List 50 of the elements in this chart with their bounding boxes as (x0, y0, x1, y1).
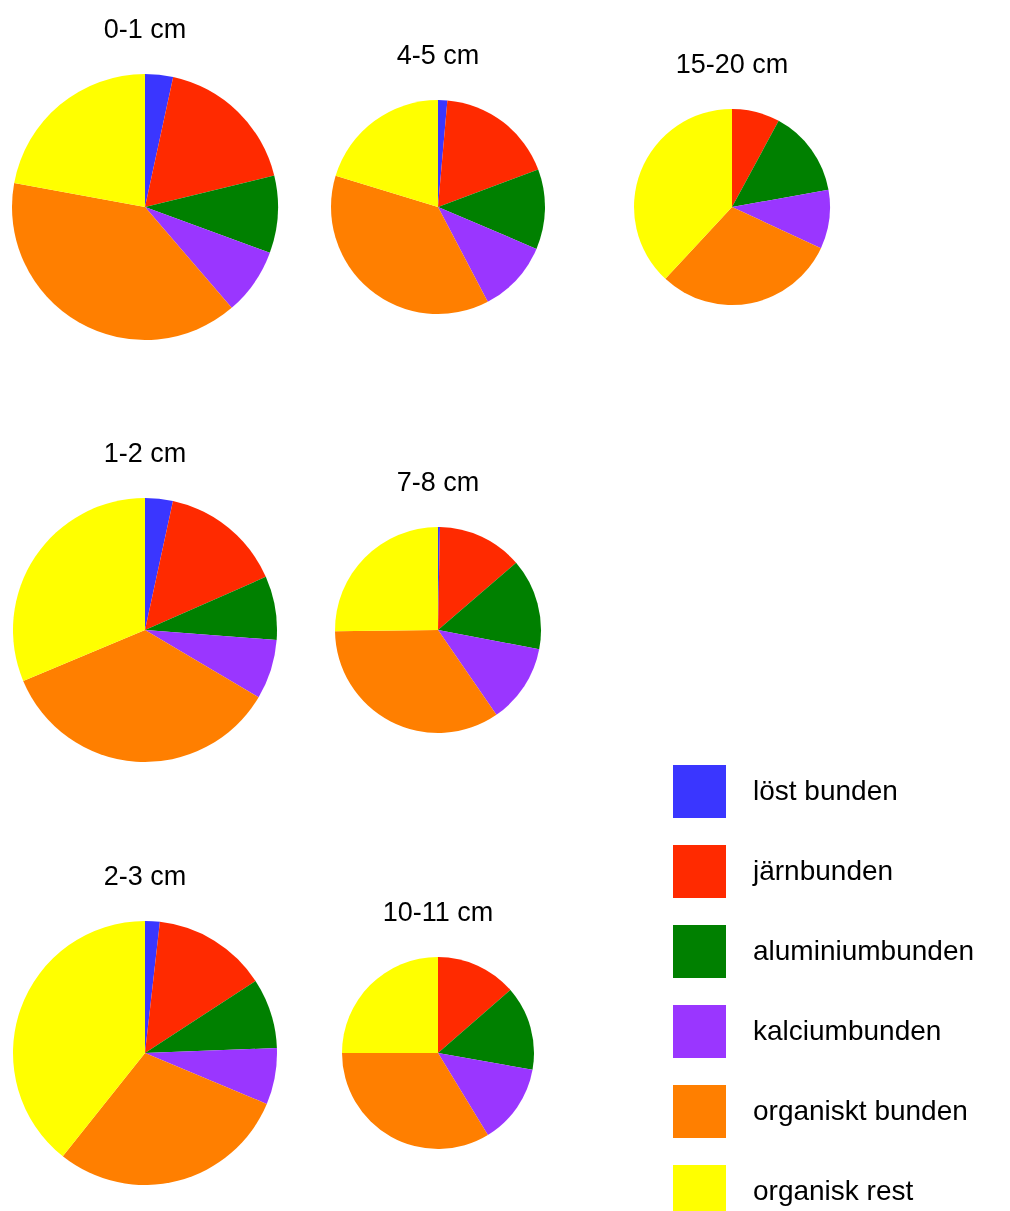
pie-slice (13, 921, 145, 1157)
pie-slice (438, 527, 517, 630)
pie-slice (335, 630, 497, 733)
pie-slice (145, 77, 275, 207)
pie-slice (732, 120, 829, 207)
chart-title: 0-1 cm (103, 14, 187, 44)
pie-slice (342, 1053, 488, 1149)
pie-slice (145, 207, 270, 308)
pie-slice (12, 182, 232, 340)
pie-slice (145, 175, 278, 253)
pie-slice (335, 527, 438, 632)
legend-label: organiskt bunden (753, 1095, 968, 1126)
pie-slice (438, 169, 545, 249)
legend-label: organisk rest (753, 1175, 914, 1206)
chart-title: 4-5 cm (396, 40, 480, 70)
pie-slice (14, 74, 145, 207)
legend-label: aluminiumbunden (753, 935, 975, 966)
pie-slice (438, 957, 511, 1053)
pie-slice (732, 109, 779, 207)
chart-title: 7-8 cm (396, 467, 480, 497)
pie-slice (23, 630, 259, 762)
pie-slice (438, 1053, 533, 1136)
pie-slice (145, 576, 277, 640)
pie-slice (13, 498, 145, 681)
chart-title: 2-3 cm (103, 861, 187, 891)
pie-slice (335, 100, 438, 207)
pie-slice (438, 207, 537, 302)
legend-label: kalciumbunden (753, 1015, 942, 1046)
pie-slice (342, 957, 438, 1053)
pie-slice (732, 189, 830, 249)
pie-slice (634, 109, 732, 279)
pie-slice (145, 980, 277, 1053)
pie-slice (665, 207, 821, 305)
chart-title: 15-20 cm (675, 49, 789, 79)
pie-slice (62, 1053, 267, 1185)
chart-title: 1-2 cm (103, 438, 187, 468)
pie-slice (438, 630, 540, 715)
pie-slice (145, 501, 266, 630)
legend-label: löst bunden (753, 775, 898, 806)
pie-slice (145, 630, 277, 698)
pie-slice (145, 74, 174, 207)
pie-slice (145, 498, 173, 630)
pie-slice (145, 1048, 277, 1104)
pie-slice (145, 921, 256, 1053)
pie-slice (438, 989, 534, 1070)
pie-slice (331, 175, 488, 314)
text: 10-11 cm (382, 897, 494, 927)
legend-label: järnbunden (752, 855, 894, 886)
pie-slice (438, 562, 541, 650)
pie-slice (438, 100, 539, 207)
